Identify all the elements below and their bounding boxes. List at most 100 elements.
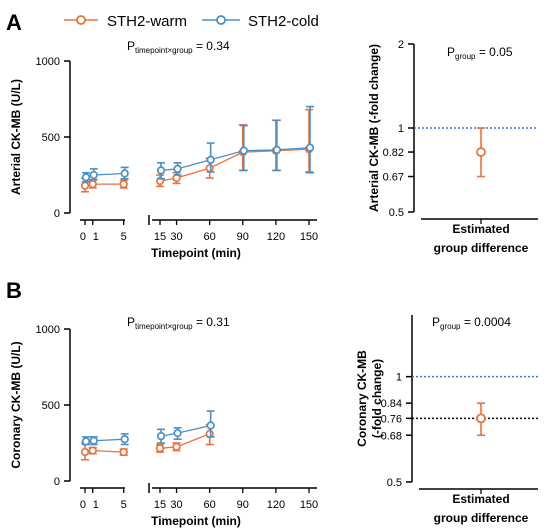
y-tick-label: 0 xyxy=(54,476,60,488)
p-value-annotation: Pgroup = 0.0004 xyxy=(432,315,511,331)
x-tick-label: 150 xyxy=(300,499,318,511)
legend-warm-marker xyxy=(64,15,98,25)
p-label: P xyxy=(127,39,135,53)
x-tick-label: 1 xyxy=(93,499,99,511)
legend-cold-circle xyxy=(216,15,226,25)
p-label: P xyxy=(127,315,135,329)
data-point-warm xyxy=(80,181,90,190)
data-point-cold xyxy=(305,143,315,152)
p-value-annotation: Ptimepoint×group = 0.34 xyxy=(127,39,230,55)
series-cold xyxy=(81,410,215,446)
data-point-warm xyxy=(119,447,128,457)
x-tick-label: 120 xyxy=(267,231,285,243)
x-tick-label: 30 xyxy=(170,499,182,511)
data-point-cold xyxy=(272,145,282,155)
data-point-cold xyxy=(81,173,91,182)
x-tick-label: 15 xyxy=(154,231,166,243)
y-tick-label: 0.68 xyxy=(381,430,402,442)
series-line-cold-2 xyxy=(160,146,311,172)
p-label: P xyxy=(447,45,455,59)
x-tick-label: 5 xyxy=(121,231,127,243)
x-axis-label-line-1: Estimated xyxy=(452,492,509,506)
y-tick-label: 0.67 xyxy=(383,172,404,184)
y-axis-label: Arterial CK-MB (-fold change) xyxy=(367,44,381,212)
y-axis-label: Arterial CK-MB (U/L) xyxy=(9,79,23,195)
y-tick-label: 1000 xyxy=(36,324,60,336)
series-line-warm-2 xyxy=(159,433,210,449)
data-point-cold xyxy=(156,166,166,175)
y-tick-label: 500 xyxy=(42,132,60,144)
p-subscript: group xyxy=(440,322,461,331)
p-label: P xyxy=(432,315,440,329)
panel-label-b: B xyxy=(6,278,22,303)
legend-warm-circle xyxy=(76,15,86,25)
y-tick-label: 2 xyxy=(398,39,404,51)
p-value: = 0.0004 xyxy=(460,315,511,329)
data-point-cold xyxy=(89,170,98,180)
x-tick-label: 150 xyxy=(300,231,318,243)
legend-cold-marker xyxy=(202,15,240,25)
data-point-warm xyxy=(88,179,97,189)
y-tick-label: 1000 xyxy=(36,56,60,68)
data-point-cold xyxy=(156,432,166,441)
data-point-warm xyxy=(80,447,90,457)
data-point-cold xyxy=(173,428,182,438)
data-point-warm xyxy=(172,442,181,451)
data-point-cold xyxy=(81,437,91,446)
p-subscript: timepoint×group xyxy=(135,322,193,331)
y-axis-label: Coronary CK-MB (U/L) xyxy=(9,341,23,468)
x-tick-label: 1 xyxy=(93,231,99,243)
y-tick-label: 0.82 xyxy=(383,147,404,159)
x-tick-label: 15 xyxy=(154,499,166,511)
x-tick-label: 90 xyxy=(237,231,249,243)
p-subscript: timepoint×group xyxy=(135,46,193,55)
x-tick-label: 0 xyxy=(80,499,86,511)
panel-a-estimate-chart: 0.5 0.67 0.82 1 2 Pgroup = 0.05 Estimated group… xyxy=(367,39,538,255)
data-point-cold xyxy=(206,155,215,164)
data-point-cold xyxy=(239,146,248,155)
x-axis-label-line-1: Estimated xyxy=(452,222,509,236)
estimate-point xyxy=(476,147,486,157)
data-point-warm xyxy=(88,446,97,455)
y-tick-label: 0.5 xyxy=(387,477,402,489)
p-value: = 0.34 xyxy=(193,39,230,53)
x-axis-label-line-2: group difference xyxy=(434,241,529,255)
y-tick-label: 0.84 xyxy=(381,398,402,410)
legend-warm-label: STH2-warm xyxy=(107,13,187,30)
p-value: = 0.31 xyxy=(193,315,230,329)
y-axis-label-line-1: Coronary CK-MB xyxy=(355,350,369,447)
y-tick-label: 1 xyxy=(396,372,402,384)
x-axis-label: Timepoint (min) xyxy=(151,514,241,528)
x-tick-label: 120 xyxy=(267,499,285,511)
x-tick-label: 60 xyxy=(204,499,216,511)
series-line-cold-2 xyxy=(160,424,211,437)
data-point-cold xyxy=(120,435,129,444)
data-point-cold xyxy=(120,169,129,178)
y-axis-label-line-2: (-fold change) xyxy=(370,359,384,438)
data-point-cold xyxy=(89,436,98,445)
x-tick-label: 90 xyxy=(237,499,249,511)
p-value-annotation: Ptimepoint×group = 0.31 xyxy=(127,315,230,331)
legend: STH2-warm STH2-cold xyxy=(64,13,319,30)
series-line-warm-2 xyxy=(159,148,310,182)
x-tick-label: 5 xyxy=(121,499,127,511)
y-tick-label: 500 xyxy=(42,400,60,412)
legend-cold-label: STH2-cold xyxy=(248,13,319,30)
estimate-point xyxy=(476,413,486,424)
data-point-cold xyxy=(173,164,182,174)
data-point-warm xyxy=(155,444,165,453)
series-warm xyxy=(80,423,214,461)
p-value-annotation: Pgroup = 0.05 xyxy=(447,45,513,61)
x-tick-label: 60 xyxy=(204,231,216,243)
series-cold xyxy=(81,105,315,183)
x-axis-label-line-2: group difference xyxy=(434,511,529,525)
panel-b-estimate-chart: 0.5 0.68 0.76 0.84 1 Pgroup = 0.0004 Estimated… xyxy=(355,315,538,525)
data-point-warm xyxy=(205,164,214,173)
x-tick-label: 0 xyxy=(80,231,86,243)
data-point-warm xyxy=(119,179,128,189)
data-point-cold xyxy=(206,421,215,430)
x-axis-label: Timepoint (min) xyxy=(151,246,241,260)
